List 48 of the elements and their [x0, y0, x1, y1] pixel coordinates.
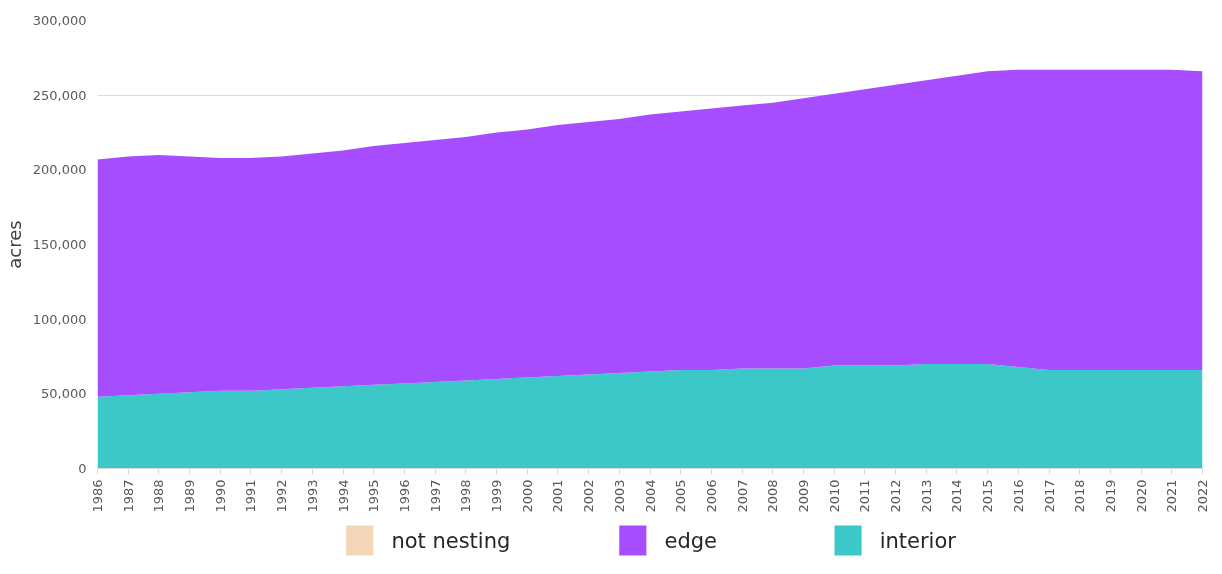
y-tick-label: 0 [78, 461, 87, 476]
x-tick-label: 2011 [857, 479, 873, 513]
x-tick-label: 2001 [550, 479, 566, 513]
y-tick-label: 300,000 [32, 13, 87, 28]
x-tick-label: 2018 [1072, 479, 1088, 513]
y-tick-label: 250,000 [32, 87, 87, 103]
x-tick-label: 1988 [151, 479, 167, 513]
x-tick-label: 2015 [980, 479, 996, 513]
x-tick-label: 1996 [396, 479, 412, 513]
x-tick-label: 2019 [1102, 479, 1118, 513]
x-tick-label: 1997 [427, 479, 443, 513]
y-axis-title: acres [3, 220, 25, 269]
x-tick-label: 1992 [274, 479, 290, 513]
x-tick-label: 2002 [581, 479, 597, 513]
x-tick-label: 1990 [212, 479, 228, 513]
x-tick-label: 1998 [458, 479, 474, 513]
x-tick-label: 2003 [611, 479, 627, 513]
legend-label: interior [879, 528, 957, 553]
x-tick-label: 1989 [182, 479, 198, 513]
x-tick-label: 1991 [243, 479, 259, 513]
y-tick-label: 150,000 [32, 237, 87, 252]
x-tick-label: 2012 [888, 479, 904, 513]
x-tick-label: 2016 [1010, 479, 1026, 513]
y-tick-label: 50,000 [41, 386, 87, 402]
x-tick-label: 2004 [642, 479, 658, 513]
x-tick-label: 2010 [826, 479, 842, 513]
x-tick-label: 2008 [765, 479, 781, 513]
x-tick-label: 1993 [304, 479, 320, 513]
x-tick-label: 1995 [366, 479, 382, 513]
legend-label: edge [664, 528, 717, 553]
x-tick-label: 2021 [1164, 479, 1180, 513]
x-tick-label: 1994 [335, 479, 351, 513]
x-tick-label: 2013 [918, 479, 934, 513]
x-tick-label: 2007 [734, 479, 750, 513]
x-tick-label: 2014 [949, 479, 965, 513]
x-tick-label: 2006 [703, 479, 719, 513]
legend-label: not nesting [391, 528, 511, 553]
y-tick-label: 100,000 [32, 311, 87, 327]
x-tick-label: 1986 [90, 479, 105, 513]
x-tick-label: 2005 [673, 479, 689, 513]
x-tick-label: 1999 [489, 479, 505, 513]
x-tick-label: 2017 [1041, 479, 1057, 513]
y-tick-label: 200,000 [32, 162, 87, 178]
x-tick-label: 1987 [120, 479, 136, 513]
x-tick-label: 2000 [519, 479, 535, 513]
x-tick-label: 2020 [1133, 479, 1149, 513]
x-tick-label: 2022 [1195, 479, 1210, 513]
x-tick-label: 2009 [795, 479, 811, 513]
